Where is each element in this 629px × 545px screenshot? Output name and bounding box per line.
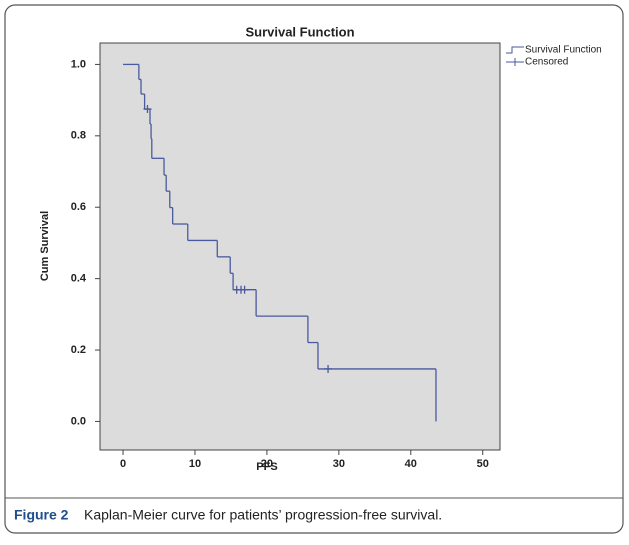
y-axis-label: Cum Survival	[39, 211, 51, 281]
y-tick-label: 0.0	[71, 415, 86, 427]
legend-swatch	[506, 46, 524, 54]
x-tick-label: 50	[477, 458, 489, 470]
plot-area	[99, 42, 501, 451]
y-tick-label: 0.4	[71, 273, 87, 285]
figure-border	[4, 4, 624, 534]
x-tick-label: 10	[189, 458, 201, 470]
censor-mark	[240, 285, 249, 294]
chart-title: Survival Function	[245, 24, 354, 39]
y-tick-label: 0.6	[71, 201, 86, 213]
x-tick-label: 40	[405, 458, 417, 470]
legend-swatch	[506, 58, 524, 66]
x-tick-label: 30	[333, 458, 345, 470]
y-tick-label: 1.0	[71, 58, 86, 70]
censor-mark	[143, 105, 152, 114]
y-tick-label: 0.2	[71, 344, 86, 356]
x-tick-label: 20	[261, 458, 273, 470]
legend-label: Censored	[525, 57, 568, 68]
y-tick-label: 0.8	[71, 130, 86, 142]
x-tick-label: 0	[120, 458, 126, 470]
x-axis-label: PFS	[256, 461, 277, 473]
censor-mark	[324, 364, 333, 373]
caption-label: Figure 2	[14, 507, 69, 523]
caption-text: Kaplan-Meier curve for patients’ progres…	[84, 507, 442, 523]
legend-label: Survival Function	[525, 45, 602, 56]
